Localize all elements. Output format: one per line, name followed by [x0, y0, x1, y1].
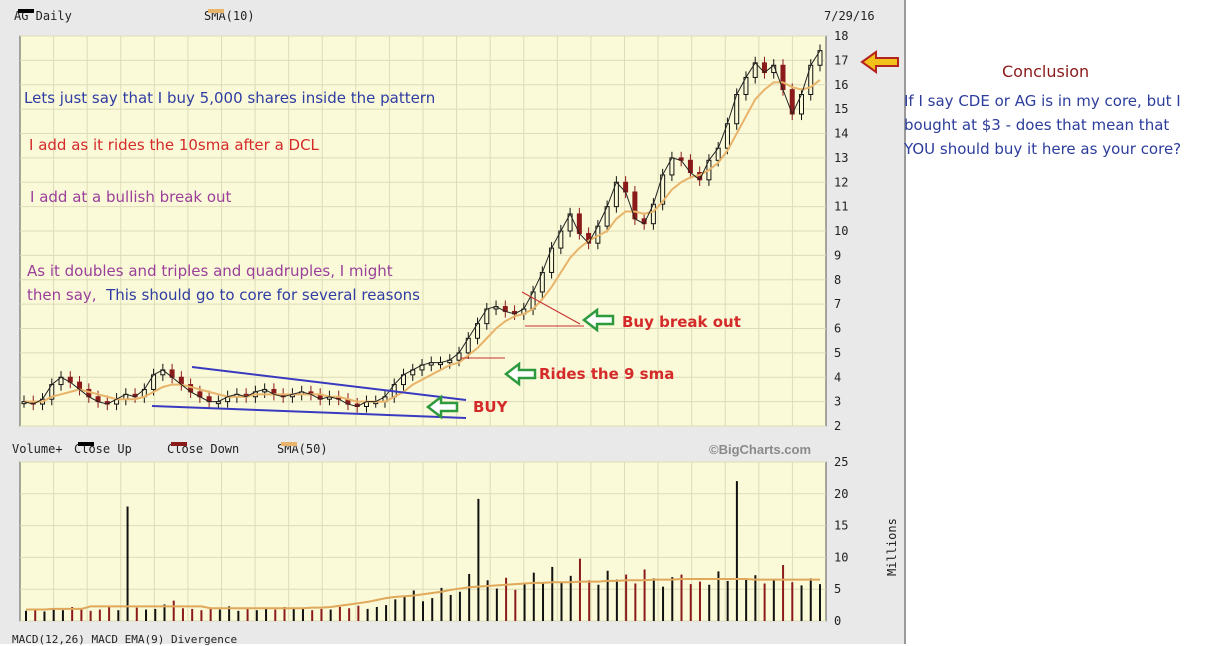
conclusion-line-3: YOU should buy it here as your core? [904, 140, 1182, 158]
price-tick-label: 11 [834, 200, 848, 214]
price-tick-label: 3 [834, 395, 841, 409]
breakout-label: Buy break out [622, 313, 741, 331]
close-up-swatch [78, 442, 94, 446]
close-down-swatch [171, 442, 187, 446]
volume-tick-label: 25 [834, 455, 848, 469]
volume-tick-label: 10 [834, 550, 848, 564]
volume-tick-label: 5 [834, 582, 841, 596]
macd-header: MACD(12,26) MACD EMA(9) Divergence [12, 633, 238, 646]
note-buy-inside-pattern: Lets just say that I buy 5,000 shares in… [24, 89, 436, 107]
price-tick-label: 8 [834, 273, 841, 287]
price-tick-label: 16 [834, 78, 848, 92]
note-add-breakout: I add at a bullish break out [30, 188, 232, 206]
price-tick-label: 7 [834, 297, 841, 311]
price-tick-label: 14 [834, 127, 848, 141]
note-go-to-core: This should go to core for several reaso… [106, 286, 420, 304]
price-close-line [23, 50, 821, 408]
sma10-line [24, 79, 821, 403]
price-tick-label: 15 [834, 102, 848, 116]
sma-swatch [208, 9, 224, 13]
rides-sma-arrow-icon [503, 361, 537, 387]
note-then-say: then say, [27, 286, 97, 304]
volume-panel-header: Volume+ Close Up Close Down SMA(50) ©Big… [12, 442, 892, 458]
chart-date: 7/29/16 [824, 9, 875, 23]
volume-tick-label: 20 [834, 487, 848, 501]
note-add-10sma: I add as it rides the 10sma after a DCL [29, 136, 319, 154]
chart-frame: AG Daily SMA(10) 7/29/16 2 3 4 5 6 7 8 9 10 11 12 1… [0, 0, 906, 646]
wedge-upper-trendline [191, 366, 467, 401]
price-tick-label: 6 [834, 322, 841, 336]
price-tick-label: 4 [834, 370, 841, 384]
price-chart: 2 3 4 5 6 7 8 9 10 11 12 13 14 15 16 17 18 0 5 10 15 20 25 Mill… [19, 29, 899, 628]
breakout-trendline [521, 291, 581, 325]
volume-tick-label: 0 [834, 614, 841, 628]
buy-label: BUY [473, 398, 508, 416]
price-tick-label: 2 [834, 419, 841, 433]
sma50-swatch [281, 442, 297, 446]
conclusion-line-1: If I say CDE or AG is in my core, but I [904, 92, 1181, 110]
price-tick-label: 5 [834, 346, 841, 360]
price-tick-label: 18 [834, 29, 848, 43]
note-core-reasons: then say, This should go to core for sev… [27, 286, 420, 304]
price-tick-label: 17 [834, 53, 848, 67]
breakout-arrow-icon [581, 307, 615, 333]
wedge-lower-trendline [151, 405, 467, 419]
bigcharts-watermark: ©BigCharts.com [709, 442, 812, 457]
buy-arrow-icon [425, 394, 459, 420]
volume-label: Volume+ [12, 442, 63, 456]
price-tick-label: 12 [834, 175, 848, 189]
price-tick-label: 13 [834, 151, 848, 165]
last-price-arrow-icon [860, 50, 899, 74]
volume-units-label: Millions [885, 518, 899, 576]
price-tick-label: 9 [834, 248, 841, 262]
price-panel-header: AG Daily SMA(10) 7/29/16 [14, 9, 880, 25]
conclusion-line-2: bought at $3 - does that mean that [904, 116, 1170, 134]
volume-tick-label: 15 [834, 519, 848, 533]
note-doubles-triples: As it doubles and triples and quadruples… [27, 262, 393, 280]
price-tick-label: 10 [834, 224, 848, 238]
conclusion-title: Conclusion [1002, 62, 1090, 81]
price-swatch [18, 9, 34, 13]
rides-sma-label: Rides the 9 sma [539, 365, 675, 383]
volume-sma50-line [26, 578, 820, 611]
